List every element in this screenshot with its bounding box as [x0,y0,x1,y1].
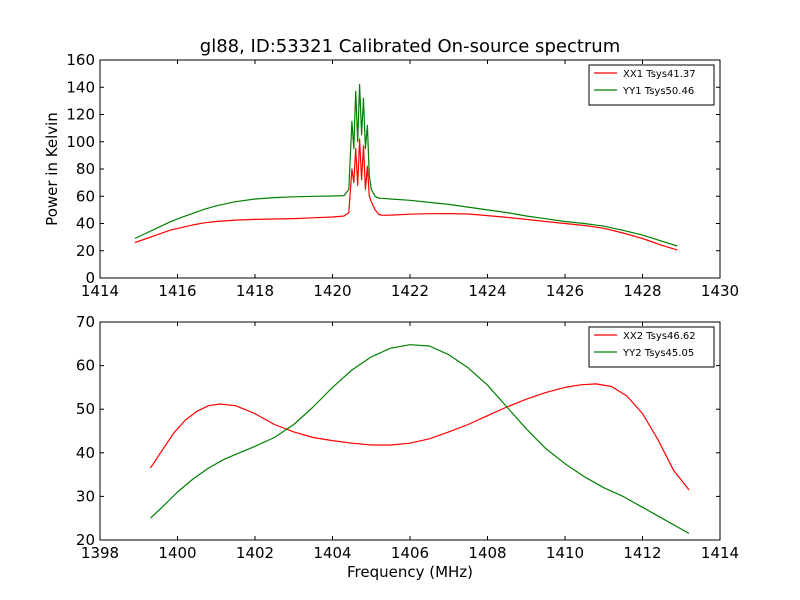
x-tick-label: 1416 [158,282,196,300]
x-tick-label: 1428 [623,282,661,300]
x-tick-label: 1414 [701,544,739,562]
x-tick-label: 1420 [313,282,351,300]
x-tick-label: 1408 [468,544,506,562]
y-tick-label: 50 [76,400,95,418]
x-tick-label: 1410 [546,544,584,562]
x-tick-label: 1424 [468,282,506,300]
y-tick-label: 140 [66,78,95,96]
y-tick-label: 20 [76,531,95,549]
y-tick-label: 0 [85,269,95,287]
figure-title: gl88, ID:53321 Calibrated On-source spec… [200,36,620,57]
x-tick-label: 1406 [391,544,429,562]
x-tick-label: 1422 [391,282,429,300]
x-tick-label: 1404 [313,544,351,562]
y-tick-label: 120 [66,106,95,124]
legend-entry: YY2 Tsys45.05 [622,348,694,359]
legend-1: XX1 Tsys41.37 YY1 Tsys50.46 [589,65,714,105]
y-tick-label: 60 [76,357,95,375]
y-axis-label-1: Power in Kelvin [43,112,61,226]
y-tick-label: 20 [76,242,95,260]
y-tick-label: 30 [76,487,95,505]
x-tick-label: 1430 [701,282,739,300]
y-tick-label: 40 [76,215,95,233]
legend-entry: XX2 Tsys46.62 [623,331,696,342]
y-tick-label: 60 [76,187,95,205]
x-tick-label: 1400 [158,544,196,562]
y-tick-label: 70 [76,313,95,331]
x-tick-label: 1412 [623,544,661,562]
y-tick-label: 100 [66,133,95,151]
legend-entry: YY1 Tsys50.46 [622,86,694,97]
x-tick-label: 1402 [236,544,274,562]
legend-entry: XX1 Tsys41.37 [623,69,696,80]
y-tick-label: 40 [76,444,95,462]
x-tick-label: 1426 [546,282,584,300]
y-tick-label: 80 [76,160,95,178]
legend-2: XX2 Tsys46.62 YY2 Tsys45.05 [589,327,714,367]
x-axis-label-2: Frequency (MHz) [347,563,473,581]
x-tick-label: 1418 [236,282,274,300]
y-tick-label: 160 [66,51,95,69]
